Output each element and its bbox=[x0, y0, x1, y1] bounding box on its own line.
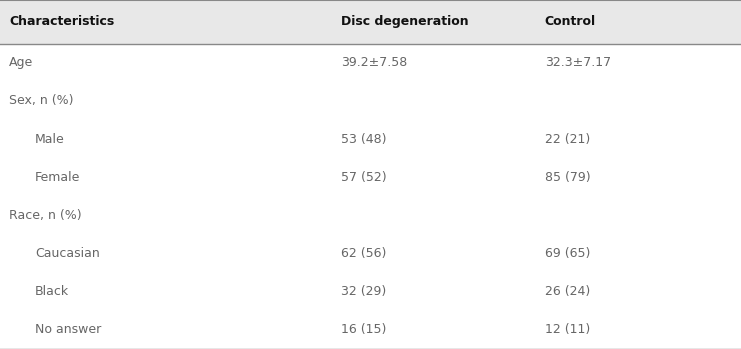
Text: 16 (15): 16 (15) bbox=[341, 324, 386, 336]
Text: Caucasian: Caucasian bbox=[35, 247, 99, 260]
Text: Black: Black bbox=[35, 285, 69, 298]
Bar bbox=[0, 0, 741, 44]
Text: 32 (29): 32 (29) bbox=[341, 285, 386, 298]
Text: Sex, n (%): Sex, n (%) bbox=[9, 94, 73, 107]
Text: 85 (79): 85 (79) bbox=[545, 171, 591, 184]
Text: No answer: No answer bbox=[35, 324, 101, 336]
Text: Characteristics: Characteristics bbox=[9, 15, 114, 28]
Text: 12 (11): 12 (11) bbox=[545, 324, 590, 336]
Text: Disc degeneration: Disc degeneration bbox=[341, 15, 468, 28]
Text: 32.3±7.17: 32.3±7.17 bbox=[545, 56, 611, 69]
Text: 62 (56): 62 (56) bbox=[341, 247, 386, 260]
Text: 57 (52): 57 (52) bbox=[341, 171, 387, 184]
Text: 26 (24): 26 (24) bbox=[545, 285, 590, 298]
Text: 22 (21): 22 (21) bbox=[545, 133, 590, 146]
Text: 69 (65): 69 (65) bbox=[545, 247, 590, 260]
Text: 53 (48): 53 (48) bbox=[341, 133, 386, 146]
Text: Control: Control bbox=[545, 15, 596, 28]
Text: Race, n (%): Race, n (%) bbox=[9, 209, 82, 222]
Text: 39.2±7.58: 39.2±7.58 bbox=[341, 56, 407, 69]
Text: Male: Male bbox=[35, 133, 64, 146]
Text: Female: Female bbox=[35, 171, 80, 184]
Text: Age: Age bbox=[9, 56, 33, 69]
